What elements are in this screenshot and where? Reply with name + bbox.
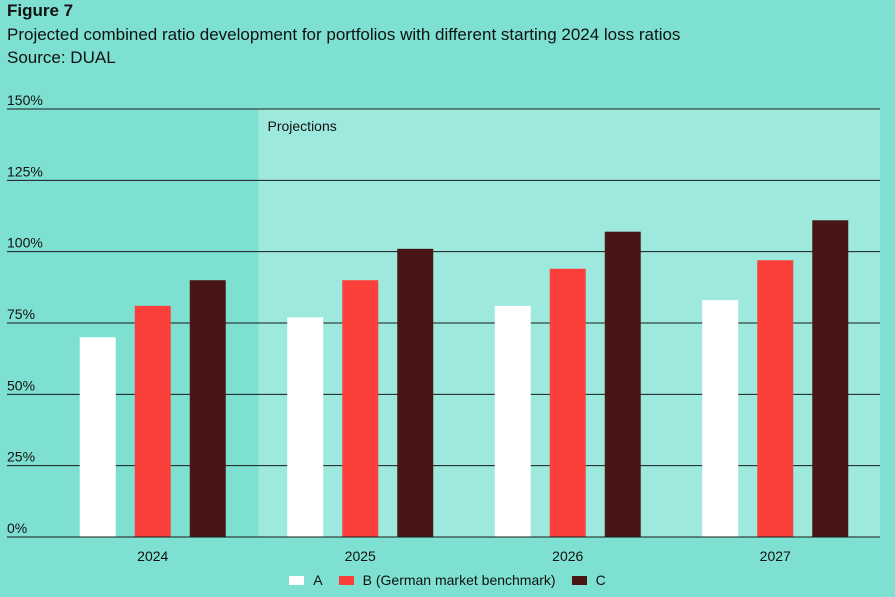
bar-c-2025 [397, 248, 434, 537]
y-axis-labels: 0% 25% 50% 75% 100% 125% 150% [7, 92, 43, 536]
bar-b-2025 [342, 280, 379, 537]
y-tick-label: 75% [7, 306, 35, 322]
legend-swatch-c [571, 575, 587, 585]
bar-a-2026 [494, 305, 531, 537]
legend-label-c: C [595, 572, 606, 588]
bar-c-2024 [189, 280, 226, 537]
x-tick-label: 2025 [345, 548, 376, 564]
legend-item-c: C [571, 572, 606, 588]
legend-label-a: A [313, 572, 323, 588]
bar-a-2027 [702, 300, 739, 537]
y-tick-label: 50% [7, 377, 35, 393]
figure-source: Source: DUAL [7, 48, 116, 67]
bar-a-2024 [79, 337, 116, 537]
bar-b-2027 [757, 260, 794, 537]
y-tick-label: 25% [7, 449, 35, 465]
bar-b-2026 [549, 268, 586, 537]
legend-label-b: B (German market benchmark) [362, 572, 556, 588]
legend-item-a: A [289, 572, 323, 588]
legend-swatch-b [338, 575, 354, 585]
projection-label: Projections [268, 118, 337, 134]
x-tick-label: 2024 [137, 548, 168, 564]
x-tick-label: 2026 [552, 548, 583, 564]
y-tick-label: 0% [7, 520, 27, 536]
bar-a-2025 [287, 317, 324, 537]
legend: A B (German market benchmark) C [0, 572, 895, 588]
legend-swatch-a [289, 575, 305, 585]
figure-label: Figure 7 [7, 1, 74, 20]
figure-title: Projected combined ratio development for… [7, 25, 681, 44]
bar-c-2026 [604, 231, 641, 537]
y-tick-label: 100% [7, 235, 43, 251]
bar-b-2024 [134, 305, 171, 537]
legend-item-b: B (German market benchmark) [338, 572, 556, 588]
y-tick-label: 125% [7, 163, 43, 179]
x-tick-label: 2027 [760, 548, 791, 564]
x-axis-labels: 2024 2025 2026 2027 [137, 548, 791, 564]
bar-c-2027 [812, 220, 849, 537]
y-tick-label: 150% [7, 92, 43, 108]
bars [79, 220, 849, 537]
